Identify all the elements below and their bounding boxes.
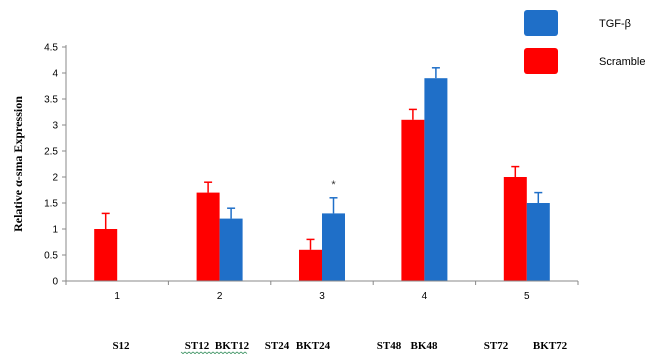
x-tick-label: 4 [422, 291, 428, 302]
group-label: BKT12 [215, 340, 250, 352]
group-label: BKT24 [296, 340, 331, 352]
group-label: ST24 [265, 340, 290, 352]
y-axis-title: Relative α-sma Expression [11, 96, 25, 232]
y-tick-label: 1.5 [44, 199, 58, 210]
legend-swatch [524, 10, 558, 36]
group-label: BK48 [411, 340, 438, 352]
x-tick-label: 1 [114, 291, 120, 302]
bar-tgf-beta [322, 213, 345, 281]
y-tick-label: 1 [52, 225, 58, 236]
y-tick-label: 4.5 [44, 43, 58, 54]
y-tick-label: 3.5 [44, 95, 58, 106]
bar-scramble [94, 229, 118, 281]
y-tick-label: 2 [52, 173, 58, 184]
y-tick-label: 4 [52, 69, 58, 80]
legend-swatch [524, 48, 558, 74]
group-label: ST12 [185, 340, 210, 352]
group-label: ST48 [377, 340, 402, 352]
x-tick-label: 5 [524, 291, 530, 302]
y-tick-label: 0.5 [44, 251, 58, 262]
group-label: S12 [112, 340, 130, 352]
bar-scramble [196, 192, 220, 281]
y-tick-label: 0 [52, 277, 58, 288]
spellcheck-underline [180, 351, 248, 355]
x-tick-label: 2 [217, 291, 223, 302]
bar-tgf-beta [526, 203, 550, 281]
bar-scramble [401, 119, 425, 281]
legend-label: Scramble [599, 56, 645, 68]
bar-scramble [299, 249, 322, 281]
y-tick-label: 2.5 [44, 147, 58, 158]
x-tick-label: 3 [319, 291, 325, 302]
bar-tgf-beta [219, 218, 243, 281]
bar-scramble [503, 177, 527, 281]
y-tick-label: 3 [52, 121, 58, 132]
legend-label: TGF-β [599, 18, 631, 30]
group-label: ST72 [484, 340, 509, 352]
bar-tgf-beta [424, 78, 448, 281]
significance-marker: * [331, 179, 336, 191]
group-label: BKT72 [533, 340, 568, 352]
